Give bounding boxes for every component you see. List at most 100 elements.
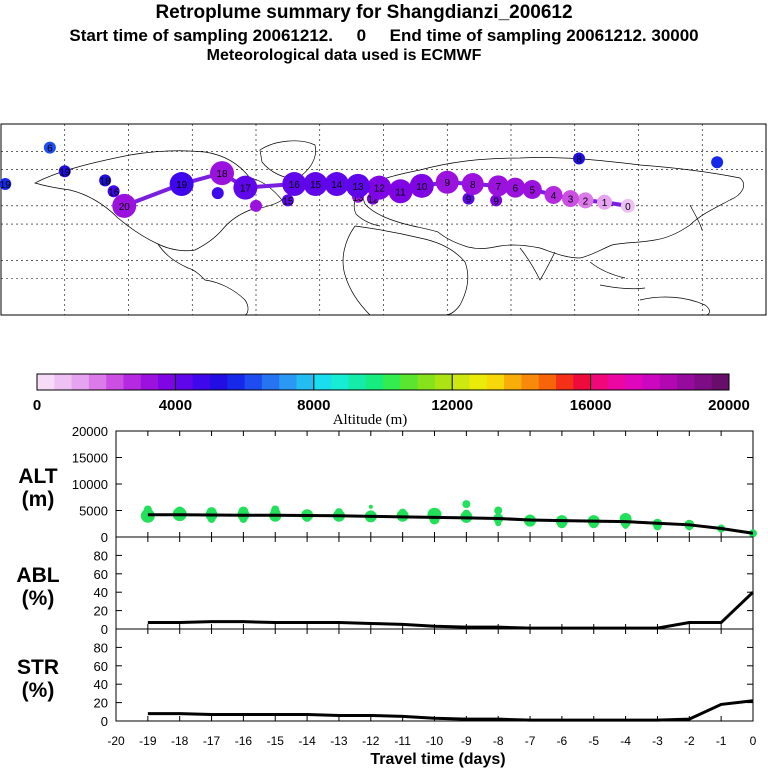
altitude-scatter-point bbox=[622, 522, 629, 529]
panel-ylabel: ALT bbox=[18, 465, 57, 488]
colorbar-cell bbox=[71, 374, 90, 390]
plume-point bbox=[282, 172, 307, 197]
plume-point bbox=[462, 192, 475, 205]
plume-point bbox=[435, 170, 459, 194]
panel-ylabel: STR bbox=[17, 656, 59, 679]
colorbar-cell bbox=[538, 374, 557, 390]
colorbar-tick-label: 16000 bbox=[570, 397, 612, 414]
altitude-scatter-point bbox=[494, 506, 503, 515]
plume-point bbox=[505, 177, 526, 198]
plume-point-label: 11 bbox=[395, 187, 406, 198]
x-tick-label: -16 bbox=[235, 734, 253, 748]
plume-point-label: 0 bbox=[625, 202, 631, 213]
panel-frame bbox=[115, 536, 754, 630]
altitude-scatter-point bbox=[495, 520, 502, 527]
plume-point-label: 18 bbox=[100, 176, 112, 187]
colorbar-cell bbox=[140, 374, 159, 390]
y-tick-label: 0 bbox=[101, 714, 108, 729]
panel-str: 0 20 40 60 80 STR(%) bbox=[17, 628, 754, 729]
plume-point bbox=[99, 174, 112, 187]
plume-point bbox=[303, 172, 328, 197]
colorbar-tick-label: 0 bbox=[33, 397, 41, 414]
x-tick-label: -12 bbox=[362, 734, 380, 748]
plume-point-label: 1 bbox=[602, 198, 608, 209]
plume-point bbox=[367, 175, 392, 200]
x-tick-label: -15 bbox=[267, 734, 285, 748]
y-tick-label: 0 bbox=[101, 530, 108, 545]
plume-point-label: 9 bbox=[466, 195, 472, 206]
plume-point bbox=[281, 194, 294, 207]
plume-point-label: 5 bbox=[529, 185, 535, 196]
colorbar-cell bbox=[469, 374, 488, 390]
colorbar-cell bbox=[54, 374, 73, 390]
colorbar-cell bbox=[296, 374, 315, 390]
colorbar-cell bbox=[192, 374, 211, 390]
colorbar-tick-label: 20000 bbox=[708, 397, 750, 414]
x-tick-label: -13 bbox=[330, 734, 348, 748]
plume-point bbox=[490, 194, 503, 207]
colorbar-cell bbox=[210, 374, 228, 390]
y-tick-label: 0 bbox=[101, 622, 108, 637]
colorbar-cell bbox=[607, 374, 626, 390]
page-title: Retroplume summary for Shangdianzi_20061… bbox=[155, 2, 573, 23]
colorbar-cells bbox=[37, 374, 730, 390]
colorbar-cell bbox=[642, 374, 661, 390]
x-tick-label: -2 bbox=[684, 734, 695, 748]
plume-point-label: 6 bbox=[512, 184, 518, 195]
y-tick-label: 40 bbox=[94, 677, 108, 692]
plume-point bbox=[211, 187, 224, 200]
plume-point-label: 14 bbox=[331, 180, 343, 191]
y-tick-label: 20 bbox=[94, 604, 108, 619]
y-tick-label: 80 bbox=[94, 548, 108, 563]
plume-point bbox=[577, 192, 594, 209]
y-tick-label: 80 bbox=[94, 640, 108, 655]
plume-point bbox=[388, 179, 413, 204]
plume-point-label: 16 bbox=[289, 180, 301, 191]
plume-point-label: 20 bbox=[119, 202, 131, 213]
y-tick-label: 60 bbox=[94, 659, 108, 674]
series-line-alt bbox=[147, 513, 754, 535]
plume-point-label: 8 bbox=[470, 180, 476, 191]
plume-point bbox=[487, 175, 509, 197]
colorbar-cell bbox=[331, 374, 349, 390]
colorbar-cell bbox=[400, 374, 419, 390]
coastlines bbox=[34, 140, 744, 316]
plume-point bbox=[562, 190, 579, 208]
colorbar-cell bbox=[694, 374, 713, 390]
altitude-scatter-point bbox=[239, 514, 248, 523]
colorbar-cell bbox=[348, 374, 367, 390]
plume-point bbox=[324, 172, 349, 197]
colorbar-cell bbox=[677, 374, 695, 390]
x-tick-label: -5 bbox=[588, 734, 599, 748]
plume-point bbox=[210, 161, 234, 186]
colorbar-cell bbox=[313, 374, 332, 390]
x-tick-label: -1 bbox=[716, 734, 727, 748]
altitude-scatter-point bbox=[462, 509, 471, 518]
plume-point-label: 2 bbox=[583, 196, 589, 207]
altitude-scatter-point bbox=[462, 500, 471, 509]
plume-point bbox=[58, 165, 71, 178]
y-tick-label: 10000 bbox=[72, 477, 108, 492]
plume-point-label: 16 bbox=[108, 187, 120, 198]
colorbar-cell bbox=[244, 374, 263, 390]
colorbar-cell bbox=[279, 374, 297, 390]
x-tick-label: -10 bbox=[426, 734, 444, 748]
colorbar-tick-label: 4000 bbox=[159, 397, 192, 414]
plume-point bbox=[250, 199, 262, 212]
plume-point-label: 18 bbox=[216, 169, 228, 180]
plume-point-label: 4 bbox=[551, 191, 557, 202]
x-tick-label: -9 bbox=[461, 734, 472, 748]
panel-ylabel-unit: (%) bbox=[22, 587, 55, 610]
map-panel: 8619191816159912121301234567891011121314… bbox=[0, 123, 767, 316]
y-tick-label: 20000 bbox=[72, 424, 108, 439]
colorbar-cell bbox=[659, 374, 678, 390]
altitude-scatter-point bbox=[271, 505, 280, 514]
y-tick-label: 60 bbox=[94, 567, 108, 582]
colorbar-cell bbox=[521, 374, 540, 390]
series-line-str bbox=[147, 699, 754, 722]
colorbar-cell bbox=[486, 374, 505, 390]
plume-point bbox=[597, 194, 612, 210]
x-tick-label: -4 bbox=[620, 734, 631, 748]
meteo-source: Meteorological data used is ECMWF bbox=[206, 47, 482, 64]
x-axis: -20 -19 -18 -17 -16 -15 -14 -13 -12 -11 -10 -9 -8 -7-… bbox=[107, 734, 756, 748]
